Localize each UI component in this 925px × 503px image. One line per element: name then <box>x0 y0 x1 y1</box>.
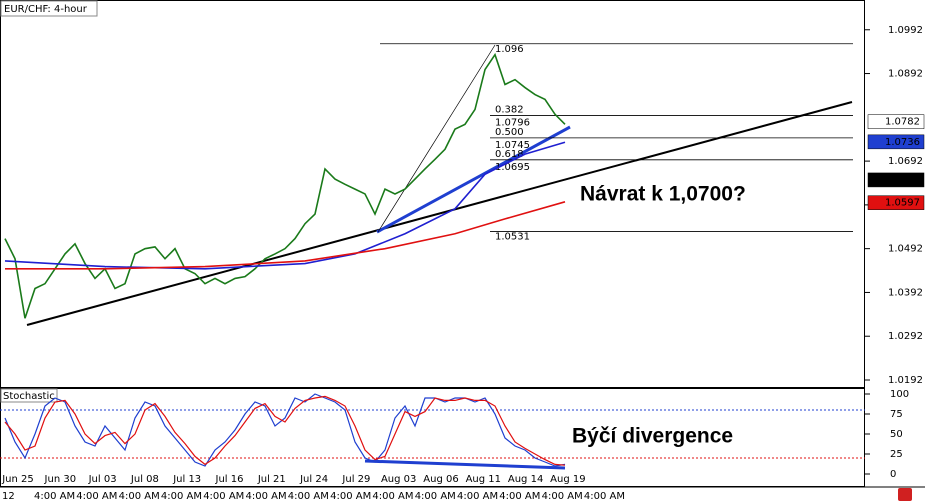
y-tick-label: 1.0992 <box>888 25 923 36</box>
series-line <box>4 141 566 270</box>
stoch-line <box>4 395 566 466</box>
time-label: 4:00 AM <box>288 491 329 502</box>
stoch-frame <box>0 388 865 487</box>
x-tick-label: Aug 14 <box>508 474 543 485</box>
time-label: 4:00 AM <box>34 491 75 502</box>
series-line <box>4 52 566 319</box>
fib-ratio: 0.500 <box>495 127 524 138</box>
stoch-title: Stochastic <box>3 391 55 402</box>
y-tick-label: 1.0692 <box>888 156 923 167</box>
time-label: 4:00 AM <box>203 491 244 502</box>
y-tick-label: 1.0392 <box>888 287 923 298</box>
trendline <box>26 101 853 326</box>
fib-ratio: 0.382 <box>495 105 524 116</box>
link-icon[interactable] <box>872 488 894 501</box>
main-frame <box>0 0 865 388</box>
time-label: 4:00 AM <box>161 491 202 502</box>
price-tag-label: 1.0649 <box>885 175 920 186</box>
y-tick-label: 100 <box>890 389 909 400</box>
fib-value: 1.0745 <box>495 140 530 151</box>
price-tag <box>867 172 925 188</box>
x-tick-label: Jul 24 <box>299 474 328 485</box>
x-tick-label: Jul 08 <box>130 474 159 485</box>
fib-value: 1.096 <box>495 44 524 55</box>
close-icon[interactable] <box>898 488 912 501</box>
time-label: 4:00 AM <box>246 491 287 502</box>
y-tick-label: 75 <box>890 409 903 420</box>
fib-value: 1.0531 <box>495 232 530 243</box>
x-tick-label: Jul 16 <box>215 474 244 485</box>
price-tag <box>867 134 925 150</box>
y-tick-label: 1.0892 <box>888 69 923 80</box>
annotation: Návrat k 1,0700? <box>580 183 746 206</box>
time-label: 4:00 AM <box>76 491 117 502</box>
fib-ratio: 0.618 <box>495 149 524 160</box>
time-label: 4:00 AM <box>330 491 371 502</box>
time-label: 4:00 AM <box>372 491 413 502</box>
y-tick-label: 0 <box>890 469 896 480</box>
fib-value: 1.0796 <box>495 118 530 129</box>
x-tick-label: Jul 03 <box>88 474 117 485</box>
trendlines <box>26 44 853 470</box>
x-tick-label: Aug 06 <box>423 474 458 485</box>
time-label: 4:00 AM <box>584 491 625 502</box>
time-label: 4:00 AM <box>499 491 540 502</box>
x-tick-label: Jun 25 <box>1 474 34 485</box>
price-tag-label: 1.0736 <box>885 137 920 148</box>
y-tick-label: 1.0492 <box>888 244 923 255</box>
divergence-line <box>364 459 566 470</box>
trendline <box>376 125 571 234</box>
y-tick-label: 1.0192 <box>888 375 923 386</box>
chart-title: EUR/CHF: 4-hour <box>4 4 88 15</box>
time-label: 4:00 AM <box>457 491 498 502</box>
price-tag <box>867 114 925 129</box>
x-tick-label: Jun 30 <box>44 474 77 485</box>
stoch-line <box>4 393 566 467</box>
price-tag-label: 1.0782 <box>885 117 920 128</box>
time-label: 12 <box>2 491 15 502</box>
y-tick-label: 1.0292 <box>888 331 923 342</box>
x-tick-label: Jul 21 <box>257 474 286 485</box>
x-tick-label: Aug 11 <box>466 474 501 485</box>
price-tag-label: 1.0597 <box>885 198 920 209</box>
annotation: Býčí divergence <box>572 425 733 448</box>
x-tick-label: Aug 19 <box>550 474 585 485</box>
time-label: 4:00 AM <box>542 491 583 502</box>
title-box <box>0 0 98 17</box>
time-label: 4:00 AM <box>119 491 160 502</box>
y-tick-label: 25 <box>890 449 903 460</box>
stoch-title-box <box>0 388 58 403</box>
fib-trend <box>377 44 496 233</box>
series-line <box>5 201 566 270</box>
y-tick-label: 50 <box>890 429 903 440</box>
x-tick-label: Jul 29 <box>341 474 370 485</box>
x-tick-label: Aug 03 <box>381 474 416 485</box>
time-label: 4:00 AM <box>415 491 456 502</box>
fib-value: 1.0695 <box>495 162 530 173</box>
x-tick-label: Jul 13 <box>172 474 201 485</box>
price-tag <box>867 195 925 210</box>
